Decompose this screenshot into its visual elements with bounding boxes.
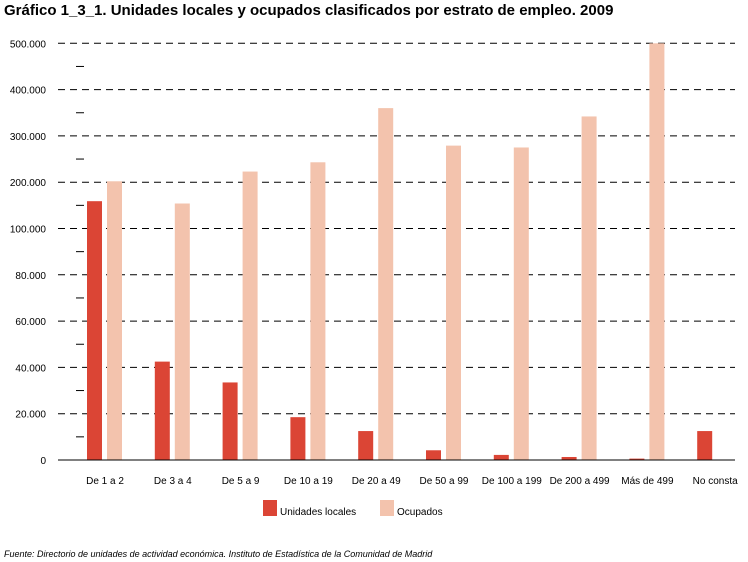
bar-unidades-locales [87,201,102,461]
bar-unidades-locales [629,458,645,460]
bar-chart: 0 20.000 40.000 60.000 80.000 100.000 200.000 3… [10,39,738,518]
bar-ocupados [310,162,326,460]
bar-unidades-locales [222,382,238,460]
bar-unidades-locales [561,456,577,460]
bar-unidades-locales [426,450,441,460]
y-tick-label: 0 [40,456,46,467]
chart-title: Gráfico 1_3_1. Unidades locales y ocupad… [4,2,614,19]
y-tick-label: 40.000 [15,363,46,374]
bar-unidades-locales [290,417,306,460]
y-tick-label: 200.000 [10,178,47,189]
y-tick-label: 500.000 [10,39,47,50]
bar-ocupados [242,171,258,460]
x-tick-label: De 200 a 499 [550,476,610,487]
x-tick-label: De 20 a 49 [352,476,401,487]
y-tick-label: 300.000 [10,132,47,143]
y-tick-label: 20.000 [15,410,46,421]
bars [87,43,713,461]
x-tick-label: De 50 a 99 [420,476,469,487]
bar-ocupados [581,116,597,460]
x-tick-label: De 10 a 19 [284,476,333,487]
x-tick-label: Más de 499 [621,476,674,487]
legend: Unidades locales Ocupados [263,500,443,518]
grid-lines [58,42,735,415]
y-axis: 0 20.000 40.000 60.000 80.000 100.000 200.000 3… [10,39,84,467]
x-axis-labels: De 1 a 2 De 3 a 4 De 5 a 9 De 10 a 19 De 20 … [86,476,738,487]
legend-label: Unidades locales [280,507,356,518]
bar-ocupados [378,108,394,461]
y-tick-label: 400.000 [10,86,47,97]
bar-ocupados [513,147,529,460]
bar-ocupados [649,43,665,461]
bar-ocupados [107,181,122,461]
bar-unidades-locales [154,361,170,460]
x-tick-label: De 100 a 199 [482,476,542,487]
y-tick-label: 100.000 [10,225,47,236]
x-tick-label: De 5 a 9 [222,476,260,487]
legend-swatch [263,500,277,516]
bar-unidades-locales [493,454,509,460]
x-tick-label: No consta [693,476,738,487]
y-tick-label: 60.000 [15,317,46,328]
bar-unidades-locales [697,431,713,460]
legend-swatch [380,500,394,516]
bar-unidades-locales [358,431,374,460]
source-note: Fuente: Directorio de unidades de activi… [4,549,433,559]
bar-ocupados [446,145,461,461]
y-tick-label: 80.000 [15,271,46,282]
bar-ocupados [174,203,190,461]
legend-label: Ocupados [397,507,443,518]
x-tick-label: De 1 a 2 [86,476,124,487]
x-tick-label: De 3 a 4 [154,476,192,487]
